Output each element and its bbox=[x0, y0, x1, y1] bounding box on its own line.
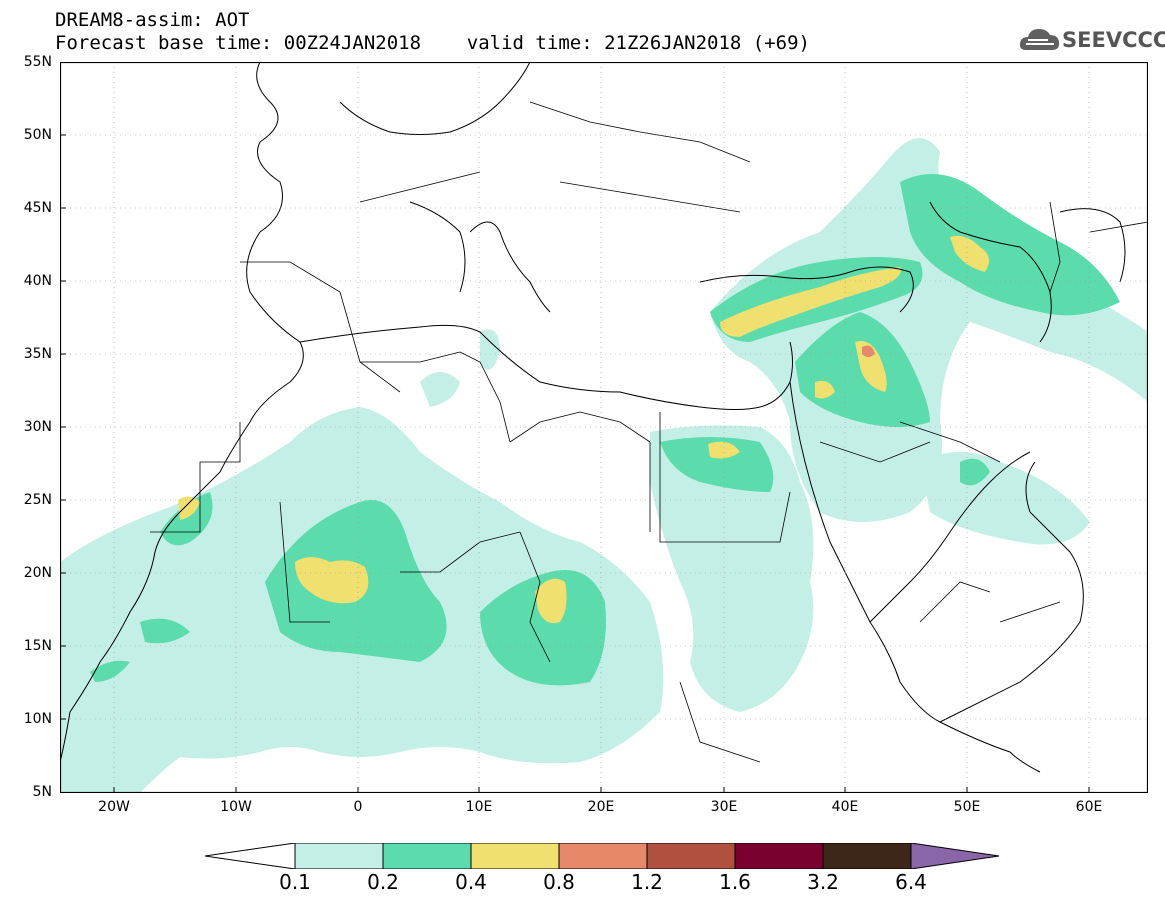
lat-label-45n: 45N bbox=[23, 200, 52, 216]
colorbar-segment-5 bbox=[734, 843, 824, 869]
lat-label-35n: 35N bbox=[23, 346, 52, 362]
colorbar-label: 0.8 bbox=[543, 870, 575, 894]
lat-label-50n: 50N bbox=[23, 127, 52, 143]
colorbar-label: 0.1 bbox=[279, 870, 311, 894]
colorbar-label: 0.2 bbox=[367, 870, 399, 894]
coastlines bbox=[60, 62, 1126, 773]
colorbar-label: 1.2 bbox=[631, 870, 663, 894]
lon-label-60e: 60E bbox=[1075, 799, 1103, 815]
lon-label-40e: 40E bbox=[831, 799, 859, 815]
map-graticule bbox=[60, 62, 1148, 793]
colorbar-under-triangle bbox=[205, 843, 296, 869]
lat-label-40n: 40N bbox=[23, 273, 52, 289]
lat-label-20n: 20N bbox=[23, 565, 52, 581]
colorbar-label: 3.2 bbox=[807, 870, 839, 894]
lon-label-30e: 30E bbox=[710, 799, 738, 815]
colorbar bbox=[205, 843, 1000, 869]
aot-contour-0.4 bbox=[178, 235, 989, 624]
lat-label-5n: 5N bbox=[32, 784, 52, 800]
map-title: DREAM8-assim: AOT bbox=[55, 9, 250, 31]
lat-label-55n: 55N bbox=[23, 54, 52, 70]
lon-label-0: 0 bbox=[353, 799, 363, 815]
map-ticks bbox=[60, 134, 1090, 793]
colorbar-label: 0.4 bbox=[455, 870, 487, 894]
colorbar-segment-3 bbox=[558, 843, 648, 869]
aot-contour-0.2 bbox=[90, 174, 1120, 686]
lon-label-20e: 20E bbox=[587, 799, 615, 815]
colorbar-segment-6 bbox=[822, 843, 912, 869]
brand-logo: SEEVCCC bbox=[1018, 24, 1165, 56]
lon-label-50e: 50E bbox=[953, 799, 981, 815]
lat-label-10n: 10N bbox=[23, 711, 52, 727]
colorbar-segment-0 bbox=[294, 843, 384, 869]
brand-name: SEEVCCC bbox=[1062, 28, 1165, 52]
aot-map bbox=[60, 62, 1148, 793]
lat-label-30n: 30N bbox=[23, 419, 52, 435]
forecast-time-line: Forecast base time: 00Z24JAN2018 valid t… bbox=[55, 32, 810, 54]
country-borders bbox=[150, 101, 1148, 763]
lat-label-15n: 15N bbox=[23, 638, 52, 654]
colorbar-segment-2 bbox=[470, 843, 560, 869]
colorbar-over-triangle bbox=[910, 843, 1000, 869]
colorbar-label: 6.4 bbox=[895, 870, 927, 894]
cloud-logo-icon bbox=[1019, 29, 1060, 50]
colorbar-label: 1.6 bbox=[719, 870, 751, 894]
lon-label-10e: 10E bbox=[465, 799, 493, 815]
lon-label-10w: 10W bbox=[220, 799, 252, 815]
colorbar-segment-4 bbox=[646, 843, 736, 869]
lon-label-20w: 20W bbox=[98, 799, 130, 815]
colorbar-segment-1 bbox=[382, 843, 472, 869]
lat-label-25n: 25N bbox=[23, 492, 52, 508]
